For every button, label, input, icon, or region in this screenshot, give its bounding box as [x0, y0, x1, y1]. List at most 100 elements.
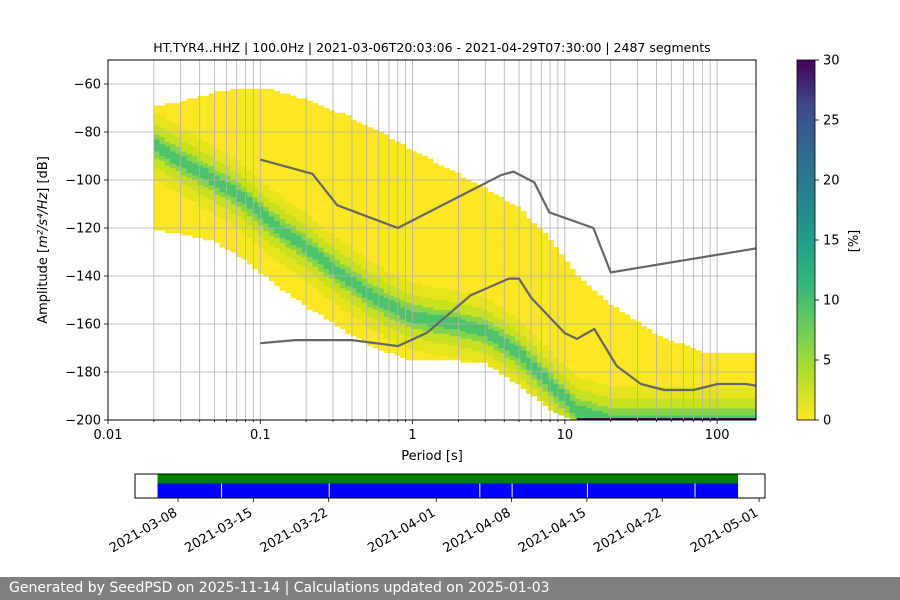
heatmap-cell: [301, 139, 308, 142]
heatmap-column: [350, 120, 357, 337]
heatmap-cell: [252, 129, 259, 133]
heatmap-cell: [203, 141, 209, 145]
heatmap-cell: [487, 216, 494, 219]
heatmap-cell: [433, 280, 439, 284]
heatmap-cell: [339, 261, 346, 265]
heatmap-cell: [318, 290, 324, 294]
heatmap-cell: [318, 132, 324, 135]
heatmap-cell: [274, 112, 281, 116]
heatmap-cell: [443, 343, 450, 346]
heatmap-cell: [405, 307, 412, 310]
heatmap-cell: [443, 177, 450, 181]
heatmap-cell: [361, 297, 368, 301]
heatmap-cell: [312, 136, 319, 140]
heatmap-cell: [318, 240, 324, 243]
heatmap-cell: [279, 124, 286, 128]
heatmap-cell: [181, 230, 187, 234]
heatmap-cell: [427, 172, 434, 176]
heatmap-cell: [356, 144, 363, 147]
heatmap-cell: [454, 283, 461, 286]
heatmap-cell: [498, 244, 505, 248]
heatmap-cell: [416, 326, 423, 330]
heatmap-cell: [449, 355, 456, 358]
heatmap-cell: [339, 266, 346, 270]
heatmap-cell: [197, 117, 204, 121]
heatmap-cell: [427, 319, 434, 322]
heatmap-cell: [219, 175, 226, 178]
heatmap-cell: [367, 319, 374, 322]
heatmap-cell: [170, 112, 177, 116]
heatmap-cell: [471, 355, 478, 358]
heatmap-cell: [203, 194, 209, 198]
heatmap-cell: [487, 254, 494, 258]
heatmap-cell: [372, 208, 379, 212]
heatmap-cell: [164, 127, 171, 130]
heatmap-cell: [329, 290, 335, 294]
heatmap-cell: [301, 223, 308, 226]
heatmap-cell: [350, 225, 357, 229]
heatmap-cell: [235, 225, 242, 229]
heatmap-cell: [230, 220, 237, 224]
heatmap-cell: [329, 194, 335, 198]
heatmap-cell: [219, 199, 226, 202]
heatmap-cell: [405, 184, 412, 188]
heatmap-cell: [312, 139, 319, 142]
heatmap-cell: [334, 151, 341, 154]
heatmap-cell: [476, 302, 483, 306]
heatmap-cell: [372, 151, 379, 154]
heatmap-cell: [235, 237, 242, 241]
heatmap-cell: [422, 261, 428, 265]
heatmap-cell: [252, 177, 259, 181]
heatmap-cell: [367, 316, 374, 320]
heatmap-cell: [334, 187, 341, 190]
heatmap-cell: [345, 172, 352, 176]
heatmap-cell: [312, 194, 319, 198]
heatmap-cell: [460, 206, 467, 210]
heatmap-cell: [186, 105, 193, 109]
heatmap-cell: [361, 168, 368, 171]
heatmap-cell: [318, 213, 324, 217]
heatmap-cell: [153, 141, 160, 145]
heatmap-cell: [257, 88, 264, 92]
heatmap-cell: [498, 254, 505, 258]
heatmap-cell: [279, 172, 286, 176]
heatmap-cell: [487, 244, 494, 248]
heatmap-cell: [350, 170, 357, 174]
heatmap-cell: [268, 182, 275, 186]
heatmap-cell: [323, 204, 330, 207]
heatmap-cell: [153, 105, 160, 109]
heatmap-cell: [153, 192, 160, 195]
heatmap-cell: [411, 223, 417, 226]
heatmap-cell: [153, 223, 160, 226]
heatmap-cell: [416, 153, 423, 157]
heatmap-cell: [268, 187, 275, 190]
heatmap-cell: [493, 264, 500, 267]
heatmap-cell: [438, 324, 445, 327]
heatmap-cell: [329, 129, 335, 133]
heatmap-cell: [487, 220, 494, 224]
heatmap-cell: [389, 333, 395, 337]
heatmap-cell: [290, 132, 297, 135]
heatmap-cell: [383, 340, 390, 344]
heatmap-cell: [422, 211, 428, 214]
heatmap-cell: [411, 168, 417, 171]
heatmap-cell: [427, 314, 434, 318]
heatmap-cell: [454, 225, 461, 229]
heatmap-cell: [290, 134, 297, 138]
heatmap-cell: [257, 223, 264, 226]
heatmap-cell: [312, 134, 319, 138]
heatmap-cell: [443, 244, 450, 248]
heatmap-cell: [367, 240, 374, 243]
heatmap-cell: [241, 232, 248, 236]
heatmap-cell: [263, 146, 270, 150]
heatmap-cell: [471, 228, 478, 231]
heatmap-cell: [170, 156, 177, 159]
heatmap-cell: [449, 273, 456, 277]
heatmap-cell: [164, 103, 171, 106]
heatmap-cell: [290, 264, 297, 267]
heatmap-cell: [345, 141, 352, 145]
heatmap-cell: [290, 170, 297, 174]
heatmap-cell: [192, 175, 198, 178]
heatmap-cell: [411, 228, 417, 231]
heatmap-cell: [350, 158, 357, 162]
